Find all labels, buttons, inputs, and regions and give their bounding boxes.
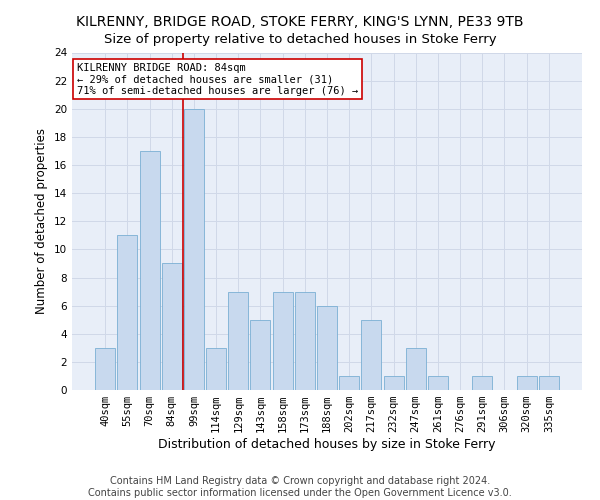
Bar	[206, 348, 226, 390]
Text: Size of property relative to detached houses in Stoke Ferry: Size of property relative to detached ho…	[104, 32, 496, 46]
Bar	[428, 376, 448, 390]
Text: Contains HM Land Registry data © Crown copyright and database right 2024.
Contai: Contains HM Land Registry data © Crown c…	[88, 476, 512, 498]
Bar	[228, 292, 248, 390]
Y-axis label: Number of detached properties: Number of detached properties	[35, 128, 49, 314]
Bar	[118, 236, 137, 390]
Bar	[162, 264, 182, 390]
Bar	[250, 320, 271, 390]
Bar	[383, 376, 404, 390]
Bar	[184, 109, 204, 390]
Bar	[140, 151, 160, 390]
Text: KILRENNY, BRIDGE ROAD, STOKE FERRY, KING'S LYNN, PE33 9TB: KILRENNY, BRIDGE ROAD, STOKE FERRY, KING…	[76, 15, 524, 29]
Bar	[272, 292, 293, 390]
Bar	[317, 306, 337, 390]
Bar	[472, 376, 492, 390]
Text: KILRENNY BRIDGE ROAD: 84sqm
← 29% of detached houses are smaller (31)
71% of sem: KILRENNY BRIDGE ROAD: 84sqm ← 29% of det…	[77, 62, 358, 96]
Bar	[406, 348, 426, 390]
Bar	[517, 376, 536, 390]
X-axis label: Distribution of detached houses by size in Stoke Ferry: Distribution of detached houses by size …	[158, 438, 496, 451]
Bar	[295, 292, 315, 390]
Bar	[361, 320, 382, 390]
Bar	[339, 376, 359, 390]
Bar	[95, 348, 115, 390]
Bar	[539, 376, 559, 390]
